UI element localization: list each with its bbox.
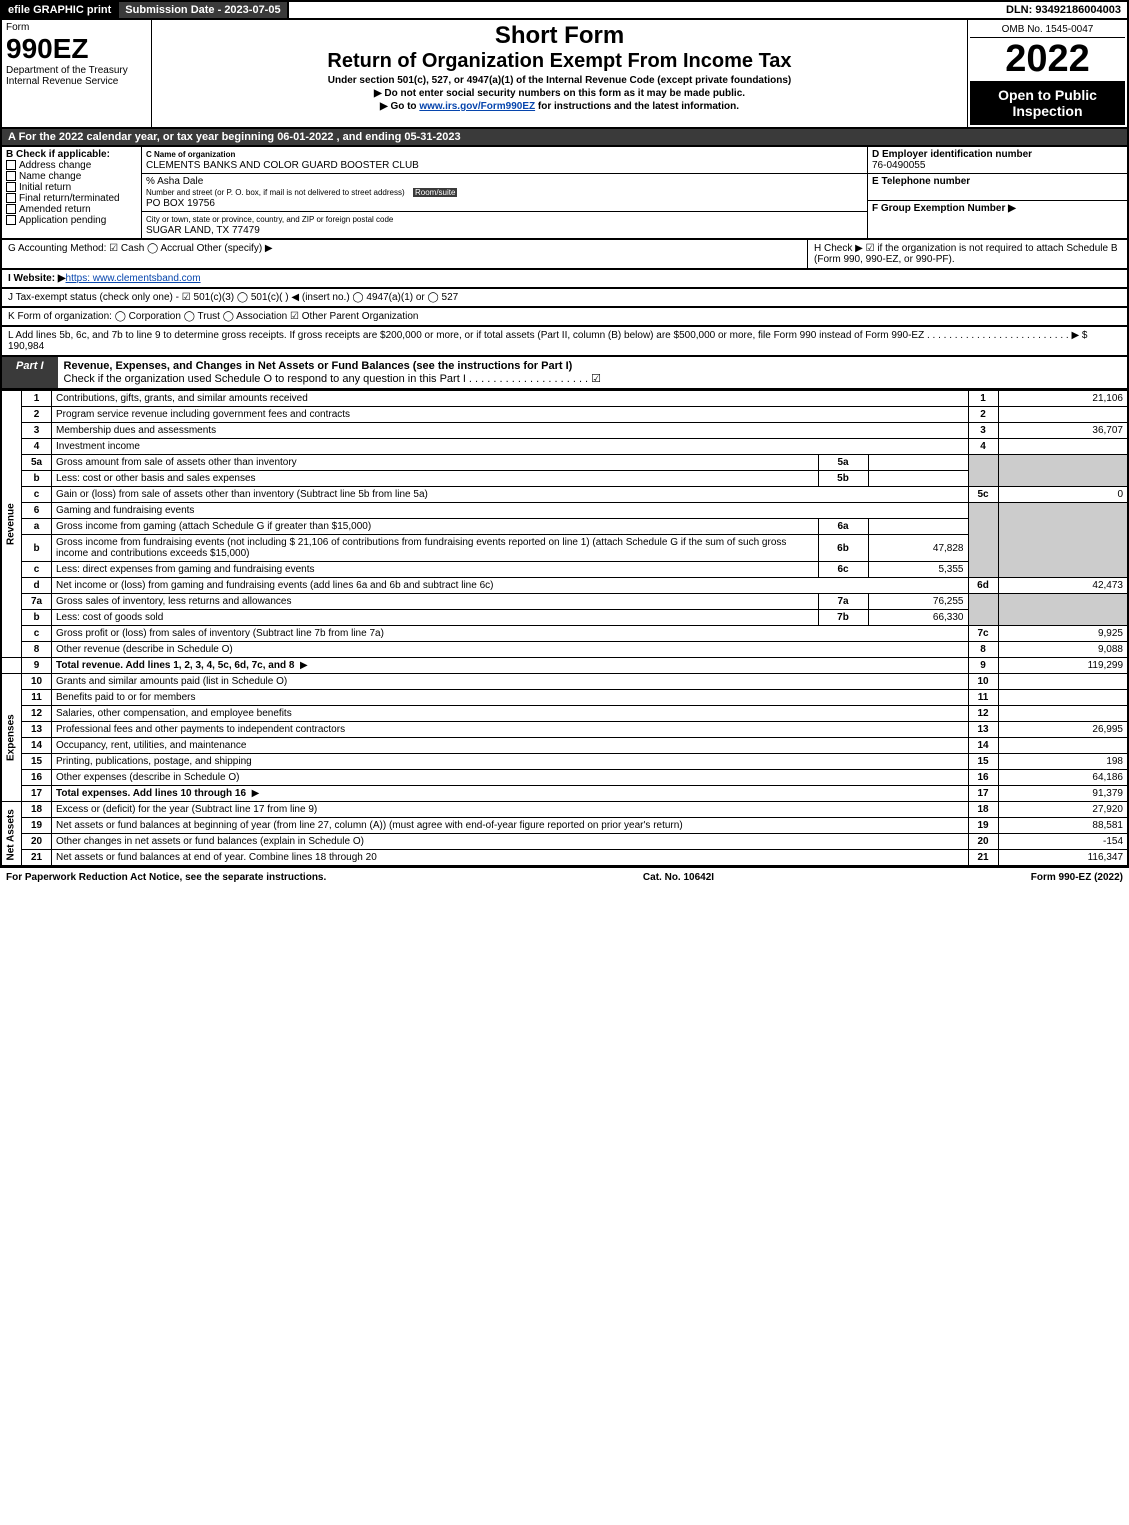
c-name: C Name of organizationCLEMENTS BANKS AND… (142, 147, 867, 174)
line-j: J Tax-exempt status (check only one) - ☑… (0, 289, 1129, 308)
submission-date: Submission Date - 2023-07-05 (119, 2, 288, 18)
b-opt-amended[interactable]: Amended return (6, 204, 137, 215)
title-row: Form 990EZ Department of the Treasury In… (0, 20, 1129, 129)
e-phone: E Telephone number (868, 174, 1127, 201)
sub1: Under section 501(c), 527, or 4947(a)(1)… (156, 75, 963, 86)
irs: Internal Revenue Service (6, 76, 147, 87)
d-1: Contributions, gifts, grants, and simila… (52, 391, 969, 407)
foot-left: For Paperwork Reduction Act Notice, see … (6, 872, 326, 883)
title-left: Form 990EZ Department of the Treasury In… (2, 20, 152, 127)
omb: OMB No. 1545-0047 (970, 22, 1125, 38)
col-c: C Name of organizationCLEMENTS BANKS AND… (142, 147, 867, 238)
form-word: Form (6, 22, 147, 33)
part1-title: Revenue, Expenses, and Changes in Net As… (58, 357, 1127, 388)
efile-label: efile GRAPHIC print (2, 2, 119, 18)
side-netassets: Net Assets (1, 802, 22, 867)
col-b: B Check if applicable: Address change Na… (2, 147, 142, 238)
header-bar: efile GRAPHIC print Submission Date - 20… (0, 0, 1129, 20)
side-expenses: Expenses (1, 674, 22, 802)
tax-year: 2022 (970, 38, 1125, 81)
b-label: B Check if applicable: (6, 149, 137, 160)
line-g: G Accounting Method: ☑ Cash ◯ Accrual Ot… (2, 240, 807, 268)
b-opt-final[interactable]: Final return/terminated (6, 193, 137, 204)
col-def: D Employer identification number76-04900… (867, 147, 1127, 238)
short-form: Short Form (156, 22, 963, 50)
foot-right: Form 990-EZ (2022) (1031, 872, 1123, 883)
b-opt-initial[interactable]: Initial return (6, 182, 137, 193)
dln: DLN: 93492186004003 (1000, 2, 1127, 18)
line-h: H Check ▶ ☑ if the organization is not r… (807, 240, 1127, 268)
part1-table: Revenue 1Contributions, gifts, grants, a… (0, 390, 1129, 867)
ln-1: 1 (22, 391, 52, 407)
open-public: Open to Public Inspection (970, 81, 1125, 125)
section-b-c-d-e-f: B Check if applicable: Address change Na… (0, 147, 1129, 240)
dept-treasury: Department of the Treasury (6, 65, 147, 76)
foot-mid: Cat. No. 10642I (643, 872, 714, 883)
sub3: ▶ Go to www.irs.gov/Form990EZ for instru… (156, 101, 963, 112)
part1-tab: Part I (2, 357, 58, 388)
line-k: K Form of organization: ◯ Corporation ◯ … (0, 308, 1129, 327)
line-i: I Website: ▶https: www.clementsband.com (0, 270, 1129, 289)
d-ein: D Employer identification number76-04900… (868, 147, 1127, 174)
f-group: F Group Exemption Number ▶ (868, 201, 1127, 216)
sub2: ▶ Do not enter social security numbers o… (156, 88, 963, 99)
part1-header: Part I Revenue, Expenses, and Changes in… (0, 357, 1129, 390)
title-right: OMB No. 1545-0047 2022 Open to Public In… (967, 20, 1127, 127)
b-opt-pending[interactable]: Application pending (6, 215, 137, 226)
irs-link[interactable]: www.irs.gov/Form990EZ (419, 101, 535, 112)
footer: For Paperwork Reduction Act Notice, see … (0, 867, 1129, 887)
b-opt-address[interactable]: Address change (6, 160, 137, 171)
b-opt-name[interactable]: Name change (6, 171, 137, 182)
title-mid: Short Form Return of Organization Exempt… (152, 20, 967, 127)
website-link[interactable]: https: www.clementsband.com (66, 273, 201, 284)
c-city: City or town, state or province, country… (142, 212, 867, 238)
return-title: Return of Organization Exempt From Incom… (156, 50, 963, 73)
line-a: A For the 2022 calendar year, or tax yea… (0, 129, 1129, 147)
c-care: % Asha Dale Number and street (or P. O. … (142, 174, 867, 212)
form-number: 990EZ (6, 33, 147, 65)
side-revenue: Revenue (1, 391, 22, 658)
line-l: L Add lines 5b, 6c, and 7b to line 9 to … (0, 327, 1129, 357)
